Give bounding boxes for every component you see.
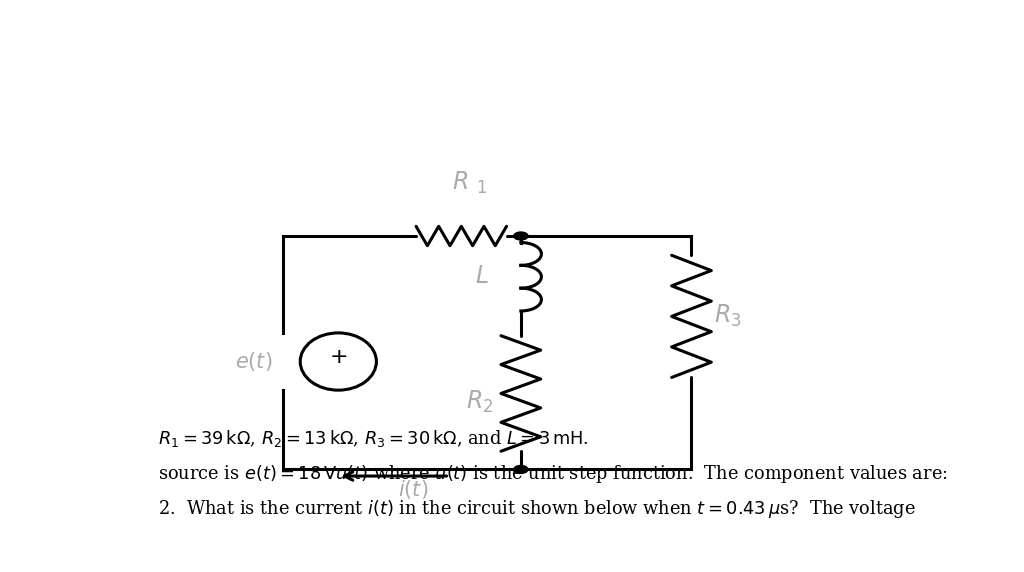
Text: 2.  What is the current $i(t)$ in the circuit shown below when $t = 0.43\,\mu$s?: 2. What is the current $i(t)$ in the cir… xyxy=(158,498,916,520)
Text: $e(t)$: $e(t)$ xyxy=(234,350,272,373)
Text: $i(t)$: $i(t)$ xyxy=(398,478,429,500)
Text: $R_3$: $R_3$ xyxy=(714,303,741,329)
Text: $L$: $L$ xyxy=(475,265,489,288)
Text: $+$: $+$ xyxy=(329,346,347,368)
Text: $R_1 = 39\,\mathrm{k}\Omega$, $R_2 = 13\,\mathrm{k}\Omega$, $R_3 = 30\,\mathrm{k: $R_1 = 39\,\mathrm{k}\Omega$, $R_2 = 13\… xyxy=(158,428,589,448)
Circle shape xyxy=(514,466,528,474)
Text: $R\ _1$: $R\ _1$ xyxy=(452,170,486,196)
Circle shape xyxy=(514,232,528,240)
Text: $R_2$: $R_2$ xyxy=(466,389,494,415)
Text: source is $e(t) = 18\,\mathrm{V}u(t)$ where $u(t)$ is the unit step function.  T: source is $e(t) = 18\,\mathrm{V}u(t)$ wh… xyxy=(158,463,948,485)
